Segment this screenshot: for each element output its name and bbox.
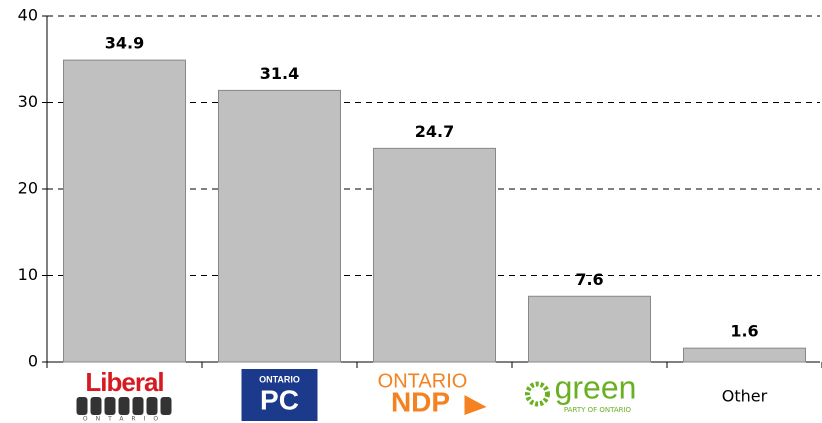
- value-label: 31.4: [260, 64, 299, 83]
- logo-figure: [146, 397, 158, 415]
- category-subtitle: ONTARIO: [378, 370, 468, 392]
- category-label: PC: [260, 384, 299, 415]
- logo-mark: [525, 381, 550, 407]
- y-tick-label: 30: [18, 92, 38, 111]
- bar: [683, 347, 806, 363]
- category-label: Other: [722, 387, 768, 406]
- value-label: 24.7: [415, 122, 454, 141]
- category-subtitle: ONTARIO: [83, 416, 166, 423]
- logo-mark: [464, 395, 487, 415]
- value-label: 34.9: [105, 34, 144, 53]
- logo-box: [241, 369, 318, 421]
- logo-figure: [160, 397, 172, 415]
- y-tick-label: 0: [28, 352, 38, 371]
- y-tick-label: 40: [18, 6, 38, 25]
- category-label: NDP: [391, 386, 450, 417]
- bar: [373, 147, 496, 363]
- bar: [218, 89, 341, 363]
- category-label: Liberal: [85, 367, 163, 397]
- bar: [63, 59, 186, 363]
- category-subtitle: PARTY OF ONTARIO: [564, 406, 632, 414]
- category-label: green: [555, 369, 637, 405]
- logo-figure: [104, 397, 116, 415]
- logo-figure: [76, 397, 88, 415]
- value-label: 7.6: [575, 270, 603, 289]
- logo-figure: [118, 397, 130, 415]
- logo-figure: [132, 397, 144, 415]
- bar: [528, 295, 651, 363]
- value-label: 1.6: [730, 322, 758, 341]
- category-subtitle: ONTARIO: [259, 374, 300, 384]
- y-tick-label: 20: [18, 179, 38, 198]
- logo-figure: [90, 397, 102, 415]
- y-tick-label: 10: [18, 265, 38, 284]
